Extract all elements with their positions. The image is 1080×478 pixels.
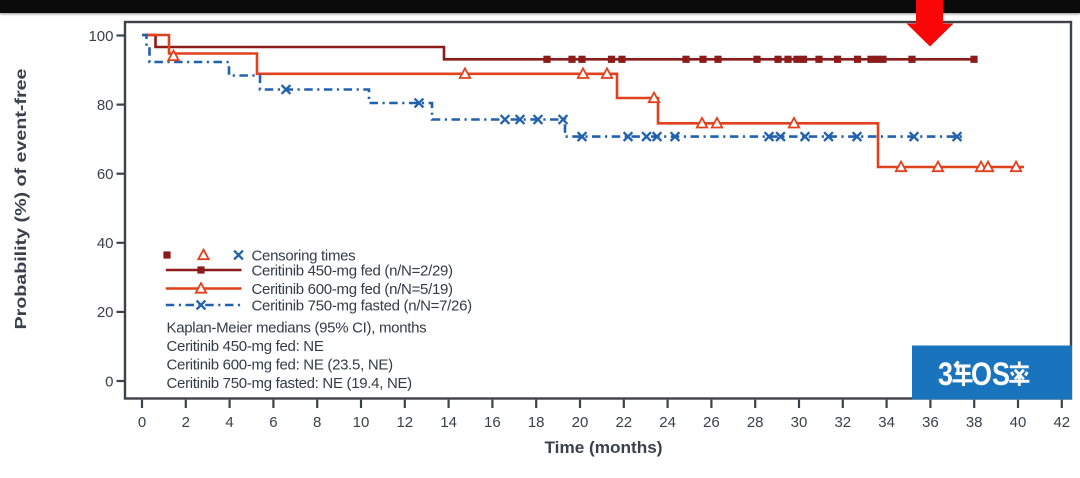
svg-text:20: 20 bbox=[97, 304, 114, 321]
svg-text:40: 40 bbox=[97, 235, 114, 252]
svg-text:2: 2 bbox=[182, 414, 190, 431]
svg-text:Ceritinib 750-mg fasted (n/N=7: Ceritinib 750-mg fasted (n/N=7/26) bbox=[252, 297, 473, 314]
svg-text:38: 38 bbox=[966, 414, 983, 431]
svg-text:30: 30 bbox=[791, 414, 808, 431]
svg-text:24: 24 bbox=[659, 414, 676, 431]
svg-text:20: 20 bbox=[572, 414, 589, 431]
svg-text:60: 60 bbox=[97, 166, 114, 183]
svg-text:28: 28 bbox=[747, 414, 764, 431]
svg-text:36: 36 bbox=[922, 414, 939, 431]
svg-text:0: 0 bbox=[105, 373, 113, 390]
svg-text:Ceritinib 750-mg fasted: NE (1: Ceritinib 750-mg fasted: NE (19.4, NE) bbox=[167, 375, 413, 392]
svg-text:12: 12 bbox=[396, 414, 413, 431]
svg-text:Ceritinib 450-mg fed: NE: Ceritinib 450-mg fed: NE bbox=[167, 338, 324, 355]
svg-text:OS: OS bbox=[971, 357, 1010, 393]
svg-text:8: 8 bbox=[313, 414, 321, 431]
svg-text:14: 14 bbox=[440, 414, 457, 431]
svg-text:Kaplan-Meier medians (95% CI),: Kaplan-Meier medians (95% CI), months bbox=[167, 319, 427, 336]
svg-text:Ceritinib 450-mg fed (n/N=2/29: Ceritinib 450-mg fed (n/N=2/29) bbox=[252, 262, 454, 279]
svg-text:6: 6 bbox=[269, 414, 277, 431]
svg-text:10: 10 bbox=[353, 414, 370, 431]
svg-text:Ceritinib 600-mg fed: NE (23.5: Ceritinib 600-mg fed: NE (23.5, NE) bbox=[167, 356, 394, 373]
svg-text:0: 0 bbox=[138, 414, 146, 431]
svg-text:42: 42 bbox=[1053, 414, 1070, 431]
svg-text:22: 22 bbox=[615, 414, 632, 431]
svg-text:18: 18 bbox=[528, 414, 545, 431]
svg-text:16: 16 bbox=[484, 414, 501, 431]
svg-text:4: 4 bbox=[225, 414, 233, 431]
svg-text:40: 40 bbox=[1010, 414, 1027, 431]
svg-text:100: 100 bbox=[88, 28, 113, 45]
svg-text:Ceritinib 600-mg fed (n/N=5/19: Ceritinib 600-mg fed (n/N=5/19) bbox=[252, 281, 454, 298]
svg-text:32: 32 bbox=[834, 414, 851, 431]
svg-text:Probability (%) of event-free: Probability (%) of event-free bbox=[13, 68, 30, 329]
svg-text:Time (months): Time (months) bbox=[545, 439, 663, 457]
svg-text:34: 34 bbox=[878, 414, 895, 431]
svg-text:Censoring times: Censoring times bbox=[252, 247, 356, 264]
svg-text:3: 3 bbox=[938, 357, 953, 393]
svg-text:26: 26 bbox=[703, 414, 720, 431]
svg-text:80: 80 bbox=[97, 97, 114, 114]
